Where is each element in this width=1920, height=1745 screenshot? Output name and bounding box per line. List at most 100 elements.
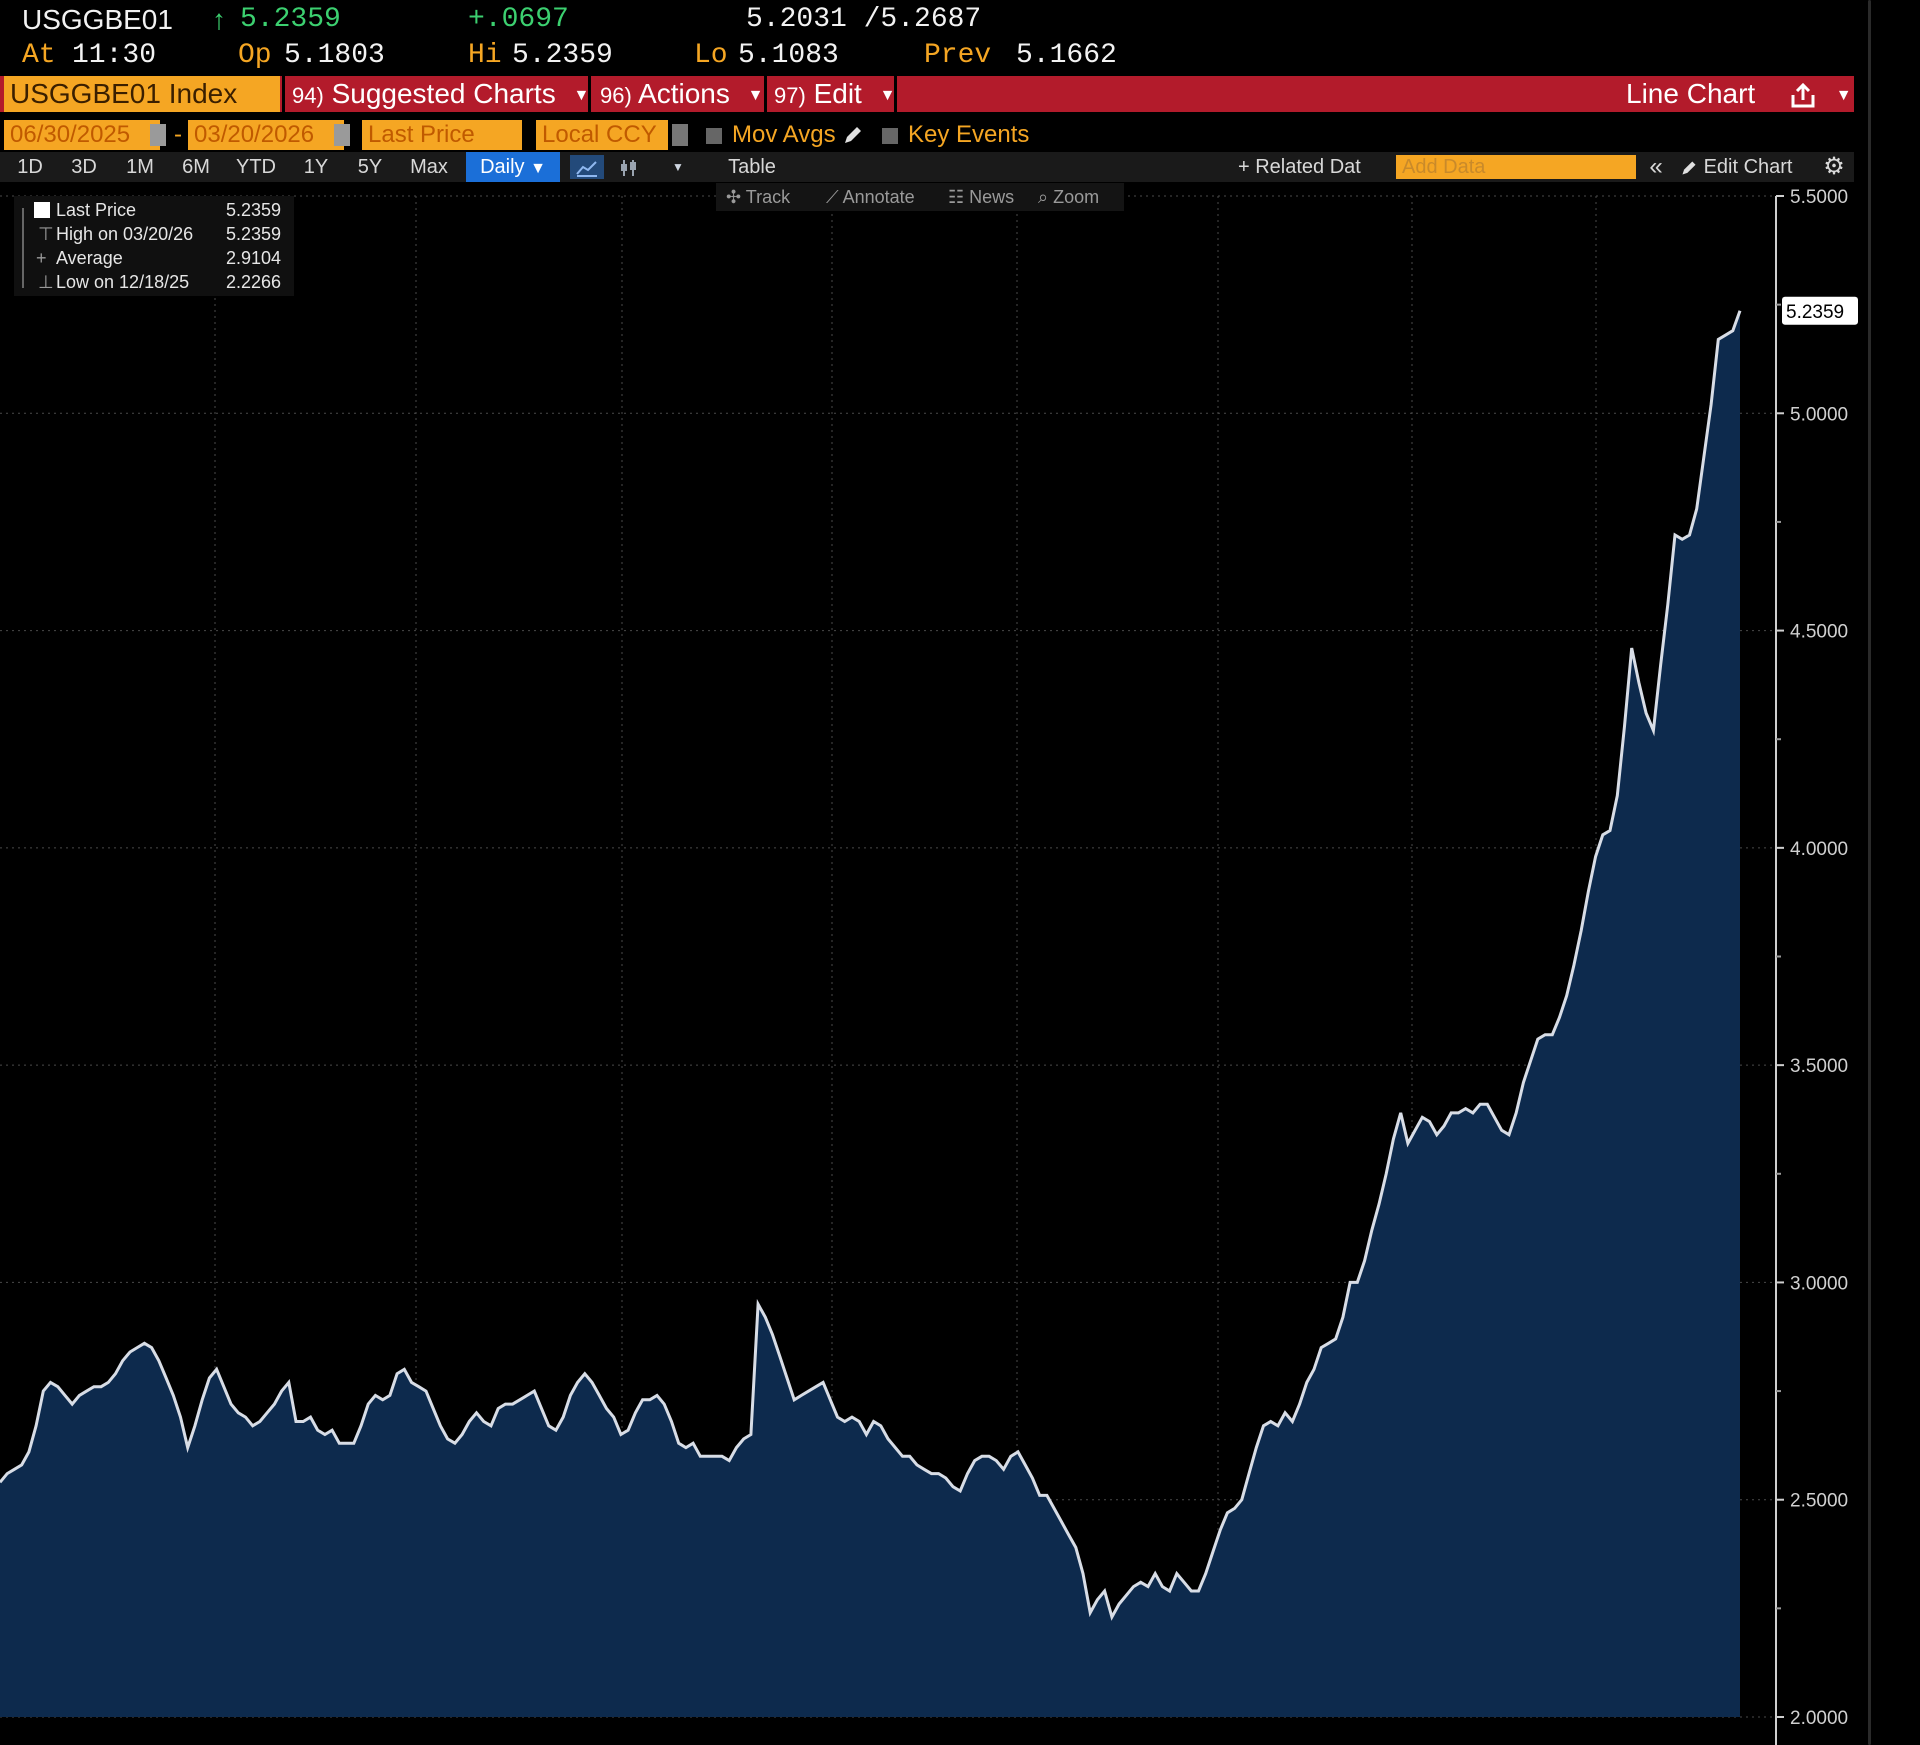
legend-average-label: Average — [56, 248, 123, 268]
pencil-icon[interactable] — [842, 124, 864, 146]
y-tick-label: 4.0000 — [1790, 839, 1848, 860]
open-label: Op — [238, 40, 272, 71]
suggested-charts-button[interactable]: 94) Suggested Charts ▼ — [292, 76, 589, 112]
y-tick-label: 3.0000 — [1790, 1273, 1848, 1294]
quote-time: 11:30 — [72, 40, 157, 71]
chevron-down-icon: ▼ — [879, 86, 896, 104]
at-label: At — [22, 40, 56, 71]
date-separator: - — [174, 121, 182, 148]
menu-divider — [764, 76, 767, 112]
legend-average-value: 2.9104 — [226, 248, 282, 268]
low-label: Lo — [694, 40, 728, 71]
period-1d[interactable]: 1D — [17, 156, 43, 178]
prev-label: Prev — [924, 40, 992, 71]
y-axis-ticks: 2.0000 2.5000 3.0000 3.5000 4.0000 4.5000 5.00… — [1776, 187, 1848, 1729]
candlestick-icon[interactable] — [612, 155, 646, 179]
average-marker-icon: + — [36, 248, 47, 268]
calendar-icon[interactable] — [334, 124, 350, 146]
edit-chart-label: Edit Chart — [1703, 156, 1793, 178]
up-arrow-icon: ↑ — [212, 4, 226, 35]
line-chart-icon[interactable] — [570, 155, 604, 179]
security-field[interactable]: USGGBE01 Index — [4, 76, 280, 112]
legend-low-label: Low on 12/18/25 — [56, 272, 190, 292]
low-value: 5.1083 — [738, 40, 839, 71]
bid-ask: 5.2031 /5.2687 — [746, 4, 982, 35]
gear-icon[interactable]: ⚙ — [1823, 153, 1845, 180]
y-tick-label: 5.5000 — [1790, 187, 1848, 208]
chevron-down-icon: ▼ — [747, 86, 764, 104]
news-tool[interactable]: ☷ News — [948, 187, 1015, 207]
chart-legend: Last Price 5.2359 ⊤ High on 03/20/26 5.2… — [14, 196, 294, 296]
edit-label: Edit — [813, 78, 862, 109]
period-1y[interactable]: 1Y — [303, 156, 329, 178]
suggested-charts-number: 94) — [292, 83, 324, 108]
news-label: News — [969, 187, 1015, 207]
suggested-charts-label: Suggested Charts — [331, 78, 556, 109]
y-tick-label: 4.5000 — [1790, 622, 1848, 643]
open-value: 5.1803 — [284, 40, 385, 71]
menu-divider — [282, 76, 285, 112]
period-ytd[interactable]: YTD — [236, 156, 276, 178]
last-value-box — [1782, 296, 1858, 325]
mov-avgs-label: Mov Avgs — [732, 121, 836, 148]
period-6m[interactable]: 6M — [182, 156, 210, 178]
last-price: 5.2359 — [240, 4, 341, 35]
price-line — [0, 310, 1742, 1621]
legend-last-label: Last Price — [56, 200, 137, 220]
y-tick-label: 5.0000 — [1790, 404, 1848, 425]
high-marker-icon: ⊤ — [38, 224, 54, 244]
legend-high-label: High on 03/20/26 — [56, 224, 194, 244]
actions-button[interactable]: 96) Actions ▼ — [600, 76, 763, 112]
chart-type-button[interactable]: Line Chart — [1626, 76, 1755, 112]
track-label: Track — [745, 187, 791, 207]
end-date-input[interactable]: 03/20/2026 — [188, 120, 344, 150]
key-events-label: Key Events — [908, 121, 1030, 148]
zoom-tool[interactable]: ⌕ Zoom — [1038, 187, 1100, 207]
chevron-down-icon: ▼ — [573, 86, 590, 104]
menu-divider — [894, 76, 897, 112]
zoom-label: Zoom — [1053, 187, 1100, 207]
start-date-input[interactable]: 06/30/2025 — [4, 120, 160, 150]
high-value: 5.2359 — [512, 40, 613, 71]
collapse-icon[interactable]: « — [1649, 153, 1663, 180]
add-data-input[interactable]: Add Data — [1396, 155, 1636, 179]
chart-area: 2.0000 2.5000 3.0000 3.5000 4.0000 4.5000 5.00… — [0, 187, 1858, 1745]
chevron-down-icon[interactable]: ▼ — [672, 160, 684, 174]
legend-high-value: 5.2359 — [226, 224, 282, 244]
table-button[interactable]: Table — [728, 156, 776, 178]
calendar-icon[interactable] — [150, 124, 166, 146]
y-tick-label: 2.5000 — [1790, 1491, 1848, 1512]
period-5y[interactable]: 5Y — [357, 156, 383, 178]
pencil-icon — [1682, 161, 1696, 175]
price-change: +.0697 — [468, 4, 569, 35]
related-data-button[interactable]: + Related Dat — [1238, 156, 1361, 178]
prev-value: 5.1662 — [1016, 40, 1117, 71]
annotate-tool[interactable]: ⟋ Annotate — [826, 187, 915, 207]
mov-avgs-checkbox[interactable] — [706, 128, 722, 144]
track-tool[interactable]: ✣ Track — [726, 187, 791, 207]
edit-number: 97) — [774, 83, 806, 108]
period-1m[interactable]: 1M — [126, 156, 154, 178]
frequency-select[interactable]: Daily ▼ — [466, 152, 560, 182]
edit-button[interactable]: 97) Edit ▼ — [774, 76, 895, 112]
high-label: Hi — [468, 40, 502, 71]
last-value-label: 5.2359 — [1786, 302, 1844, 323]
period-toolbar: 1D 3D 1M 6M YTD 1Y 5Y Max Daily ▼ ▼ Tabl… — [0, 152, 1854, 182]
period-max[interactable]: Max — [410, 156, 448, 178]
actions-number: 96) — [600, 83, 632, 108]
quote-header: USGGBE01 ↑ 5.2359 +.0697 5.2031 /5.2687 … — [0, 0, 1870, 76]
export-button[interactable]: ▼ — [1788, 76, 1852, 112]
y-tick-label: 3.5000 — [1790, 1056, 1848, 1077]
period-3d[interactable]: 3D — [71, 156, 97, 178]
menu-divider — [588, 76, 591, 112]
edit-chart-button[interactable]: Edit Chart — [1680, 152, 1812, 182]
key-events-checkbox[interactable] — [882, 128, 898, 144]
chart-tools: ✣ Track ⟋ Annotate ☷ News ⌕ Zoom — [716, 183, 1124, 211]
frequency-label: Daily — [480, 156, 525, 178]
chevron-down-icon[interactable] — [672, 124, 688, 146]
field-select[interactable]: Last Price — [362, 120, 522, 150]
chevron-down-icon: ▼ — [530, 160, 546, 177]
currency-select[interactable]: Local CCY — [536, 120, 668, 150]
ticker-symbol: USGGBE01 — [22, 4, 173, 35]
legend-last-value: 5.2359 — [226, 200, 282, 220]
